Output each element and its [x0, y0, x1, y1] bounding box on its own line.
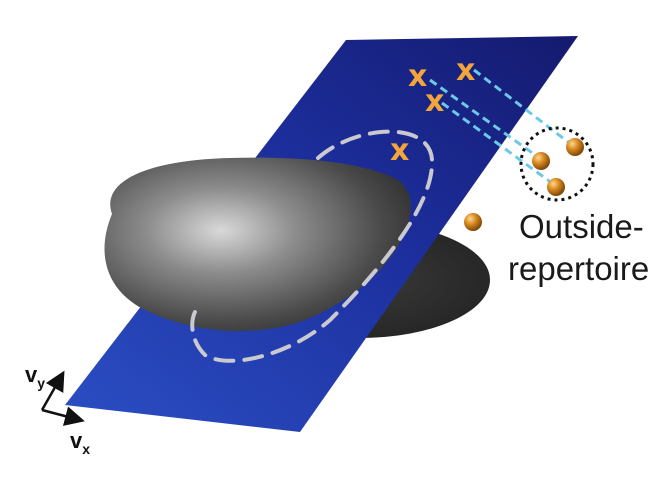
- projection-line-1: [429, 78, 546, 164]
- vy-axis-arrow: [40, 370, 65, 411]
- outside-repertoire-label-line1: Outside-: [519, 208, 644, 245]
- projection-line-3: [441, 101, 557, 188]
- sphere-2: [566, 138, 584, 156]
- x-marker-4: x: [390, 133, 409, 168]
- x-marker-2: x: [456, 53, 475, 88]
- sphere-3: [547, 178, 565, 196]
- sphere-1: [532, 152, 550, 170]
- outside-repertoire-label-line2: repertoire: [508, 250, 649, 287]
- sphere-on-blob: [464, 213, 482, 231]
- x-marker-3: x: [425, 84, 444, 119]
- outside-repertoire-circle: [519, 126, 595, 202]
- projection-line-2: [473, 68, 577, 150]
- neural-repertoire-blob: [104, 157, 411, 332]
- x-marker-1: x: [408, 59, 427, 94]
- vx-axis-label: vx: [70, 428, 90, 457]
- vy-axis-label: vy: [25, 362, 45, 391]
- manifold-dashed-contour: [190, 129, 435, 363]
- vx-axis-arrow: [41, 406, 85, 426]
